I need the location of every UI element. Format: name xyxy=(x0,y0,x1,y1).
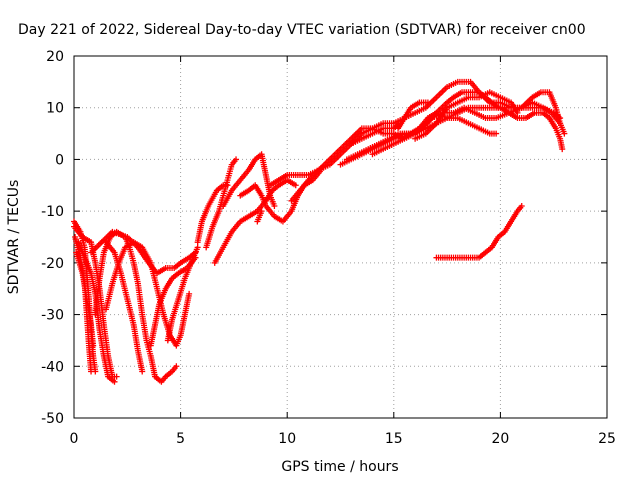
data-point xyxy=(518,202,525,209)
y-tick-label: -30 xyxy=(41,308,64,324)
data-point xyxy=(88,368,95,375)
data-point xyxy=(113,373,120,380)
series-track-w xyxy=(369,115,500,158)
data-point xyxy=(271,202,278,209)
data-point xyxy=(233,156,240,163)
y-tick-label: -10 xyxy=(41,204,64,220)
data-point xyxy=(514,109,521,116)
series-track-z xyxy=(433,202,525,261)
data-point xyxy=(186,290,193,297)
data-point xyxy=(90,342,97,349)
x-tick-label: 15 xyxy=(385,431,403,447)
data-point xyxy=(559,146,566,153)
chart-title: Day 221 of 2022, Sidereal Day-to-day VTE… xyxy=(18,22,586,38)
data-marks xyxy=(71,78,568,385)
y-tick-label: -20 xyxy=(41,256,64,272)
y-tick-label: 0 xyxy=(55,152,64,168)
x-tick-label: 0 xyxy=(70,431,79,447)
x-tick-label: 20 xyxy=(491,431,509,447)
data-point xyxy=(173,363,180,370)
data-point xyxy=(561,130,568,137)
series-track-n xyxy=(220,151,278,209)
data-point xyxy=(139,368,146,375)
series-track-c xyxy=(73,249,97,349)
data-point xyxy=(292,182,299,189)
x-axis-label: GPS time / hours xyxy=(281,459,398,475)
series-track-x xyxy=(395,99,431,132)
y-axis-label: SDTVAR / TECUs xyxy=(6,180,22,295)
series-track-m xyxy=(203,156,240,251)
series-track-s xyxy=(288,78,568,204)
x-tick-label: 5 xyxy=(176,431,185,447)
data-point xyxy=(194,244,201,251)
data-point xyxy=(493,130,500,137)
y-tick-label: -50 xyxy=(41,411,64,427)
series-track-o xyxy=(211,177,299,266)
y-tick-label: -40 xyxy=(41,359,64,375)
data-point xyxy=(258,208,265,215)
series-track-y xyxy=(412,89,521,142)
data-point xyxy=(111,378,118,385)
y-tick-label: 20 xyxy=(46,49,64,65)
series-track-q xyxy=(254,208,265,225)
series-track-l xyxy=(194,182,231,246)
data-point xyxy=(424,99,431,106)
series-track-e xyxy=(75,239,118,385)
x-tick-label: 10 xyxy=(278,431,296,447)
series-track-k xyxy=(164,244,201,344)
data-point xyxy=(557,120,564,127)
y-tick-label: 10 xyxy=(46,101,64,117)
x-tick-label: 25 xyxy=(598,431,616,447)
axis-ticks: 0 5 10 15 20 25 -50 -40 -30 -20 -10 0 10 20 xyxy=(41,49,616,447)
